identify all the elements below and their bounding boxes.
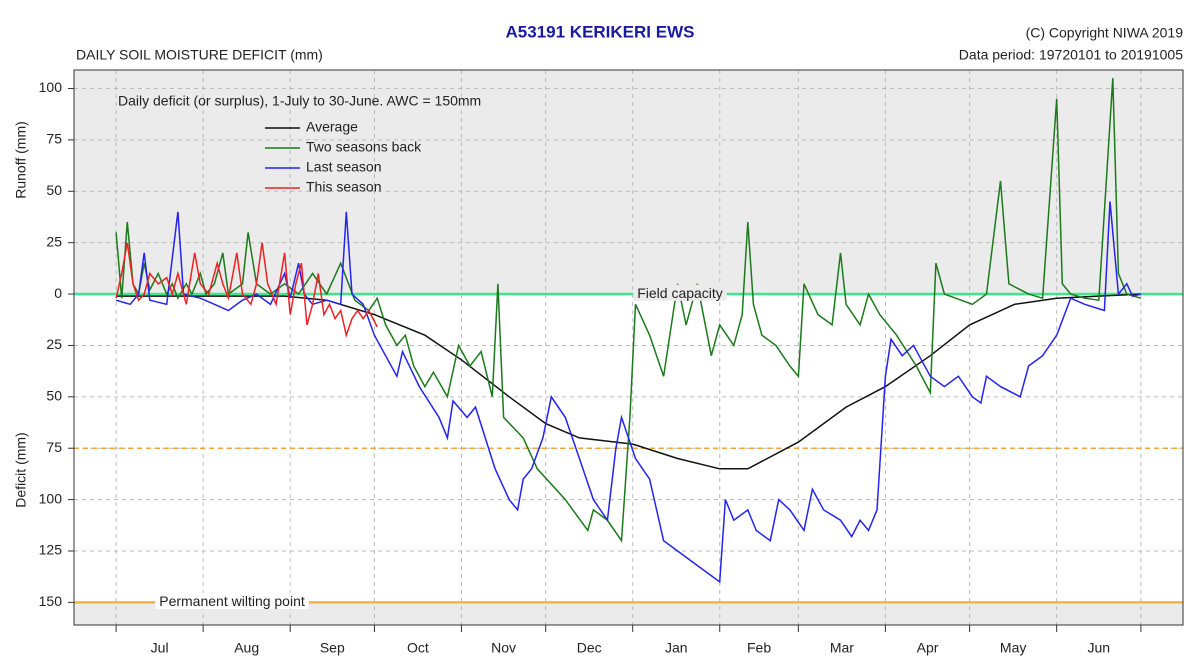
series-line xyxy=(115,242,378,338)
legend-label: Average xyxy=(306,119,358,135)
y-tick-label: 100 xyxy=(39,79,63,95)
y-tick-label: 75 xyxy=(46,439,62,455)
reference-label-bg xyxy=(155,593,309,610)
copyright: (C) Copyright NIWA 2019 xyxy=(1026,25,1184,41)
x-tick-label: May xyxy=(1000,640,1026,656)
x-tick-label: Feb xyxy=(747,640,771,656)
series-line xyxy=(115,78,1142,543)
y-tick-label: 125 xyxy=(39,542,63,558)
reference-label: Permanent wilting point xyxy=(159,593,305,609)
y-tick-label: 75 xyxy=(46,131,62,147)
y-tick-label: 25 xyxy=(46,233,62,249)
x-tick-label: Mar xyxy=(830,640,854,656)
x-tick-label: Oct xyxy=(407,640,429,656)
x-tick-label: Apr xyxy=(917,640,939,656)
y-tick-label: 50 xyxy=(46,182,62,198)
runoff-band xyxy=(74,70,1183,295)
subtitle: DAILY SOIL MOISTURE DEFICIT (mm) xyxy=(76,47,323,63)
y-tick-label: 150 xyxy=(39,593,63,609)
legend-label: This season xyxy=(306,179,381,195)
chart-title: A53191 KERIKERI EWS xyxy=(506,22,695,41)
x-tick-label: Jan xyxy=(665,640,688,656)
annotation: Daily deficit (or surplus), 1-July to 30… xyxy=(118,93,481,109)
reference-label-bg xyxy=(633,284,727,301)
y-axis-label: Runoff (mm) xyxy=(13,121,29,199)
data-period: Data period: 19720101 to 20191005 xyxy=(959,47,1183,63)
legend-label: Two seasons back xyxy=(306,139,422,155)
x-tick-label: Sep xyxy=(320,640,345,656)
reference-label: Field capacity xyxy=(637,285,723,301)
x-tick-label: Jun xyxy=(1087,640,1110,656)
below-wilting-band xyxy=(74,602,1183,625)
series-line xyxy=(116,293,1141,470)
y-tick-label: 100 xyxy=(39,490,63,506)
y-tick-label: 0 xyxy=(54,285,62,301)
x-tick-label: Dec xyxy=(577,640,602,656)
y-tick-label: 50 xyxy=(46,388,62,404)
series-line xyxy=(115,201,1142,584)
x-tick-label: Aug xyxy=(234,640,259,656)
y-tick-label: 25 xyxy=(46,336,62,352)
x-tick-label: Jul xyxy=(151,640,169,656)
x-tick-label: Nov xyxy=(491,640,516,656)
y-axis-label: Deficit (mm) xyxy=(13,432,29,507)
legend-label: Last season xyxy=(306,159,382,175)
plot-frame xyxy=(73,69,1184,626)
